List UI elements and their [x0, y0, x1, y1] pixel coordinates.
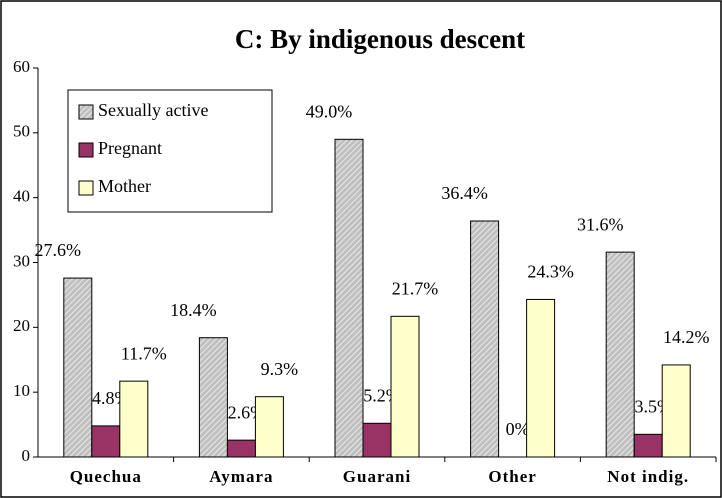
bar [470, 220, 500, 458]
bar [526, 298, 556, 458]
bar [91, 425, 121, 458]
x-tick-label: Guarani [343, 467, 411, 486]
bar [334, 138, 364, 458]
value-label: 9.3% [261, 359, 299, 379]
bar [661, 364, 691, 458]
legend-swatch [78, 104, 94, 120]
x-tick-label: Aymara [209, 467, 273, 486]
legend-label: Pregnant [98, 138, 162, 158]
value-label: 21.7% [392, 278, 439, 298]
value-label: 18.4% [170, 300, 217, 320]
legend-label: Sexually active [98, 100, 208, 120]
y-tick-label: 0 [22, 446, 31, 465]
legend-label: Mother [98, 176, 151, 196]
x-tick-label: Quechua [70, 467, 142, 486]
bar [63, 277, 93, 458]
value-label: 36.4% [441, 183, 488, 203]
value-label: 0% [506, 419, 530, 439]
value-label: 14.2% [663, 327, 710, 347]
legend-box [67, 89, 273, 213]
x-tick-label: Not indig. [607, 467, 689, 486]
value-label: 24.3% [527, 262, 574, 282]
x-tick-label: Other [488, 467, 536, 486]
value-label: 31.6% [577, 214, 624, 234]
value-label: 11.7% [121, 343, 167, 363]
y-tick-label: 10 [13, 381, 30, 400]
bar [390, 315, 420, 458]
legend-swatch [78, 142, 94, 158]
value-label: 49.0% [306, 101, 353, 121]
bar [362, 422, 392, 458]
y-tick-label: 50 [13, 122, 30, 141]
chart-title: C: By indigenous descent [235, 24, 525, 54]
bar [198, 337, 228, 458]
y-tick-label: 60 [13, 57, 30, 76]
bar [254, 396, 284, 458]
bar [605, 251, 635, 458]
legend-swatch [78, 180, 94, 196]
bar [119, 380, 149, 458]
value-label: 27.6% [35, 240, 82, 260]
bar [226, 439, 256, 458]
y-tick-label: 40 [13, 187, 30, 206]
y-tick-label: 30 [13, 251, 30, 270]
y-tick-label: 20 [13, 316, 30, 335]
bar [633, 433, 663, 458]
